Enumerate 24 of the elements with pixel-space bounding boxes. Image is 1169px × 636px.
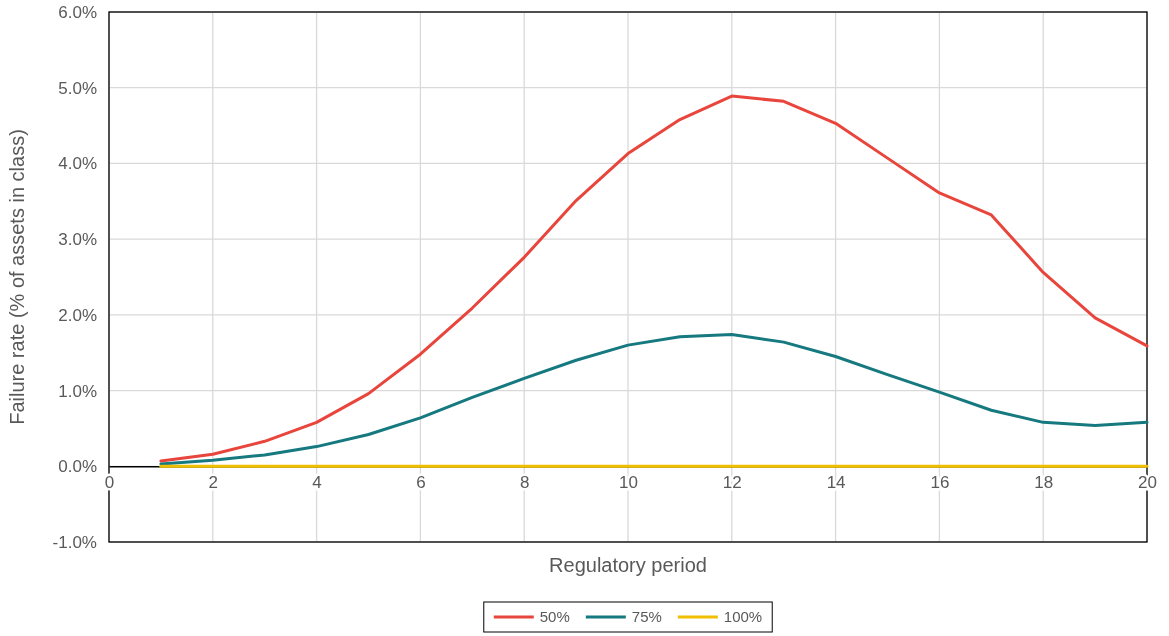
y-tick-label: 5.0% bbox=[58, 78, 97, 98]
line-series bbox=[159, 333, 1149, 466]
x-tick-label: 14 bbox=[826, 473, 846, 493]
legend-label: 100% bbox=[723, 608, 763, 625]
x-tick-label: 8 bbox=[519, 473, 530, 493]
y-tick-label: 1.0% bbox=[58, 381, 97, 401]
x-tick-label: 2 bbox=[208, 473, 219, 493]
x-tick-label: 18 bbox=[1034, 473, 1054, 493]
y-tick-label: 4.0% bbox=[58, 154, 97, 174]
y-tick-label: -1.0% bbox=[52, 532, 97, 552]
x-tick-label: 10 bbox=[619, 473, 638, 493]
y-tick-label: 0.0% bbox=[58, 457, 97, 477]
y-tick-label: 3.0% bbox=[58, 230, 97, 250]
x-tick-label: 12 bbox=[722, 473, 742, 493]
y-tick-label: 6.0% bbox=[58, 2, 97, 22]
x-tick-label: 16 bbox=[930, 473, 950, 493]
y-axis-title: Failure rate (% of assets in class) bbox=[6, 129, 28, 425]
x-tick-label: 4 bbox=[312, 473, 322, 493]
line-series bbox=[159, 94, 1149, 463]
legend-label: 75% bbox=[631, 608, 662, 625]
x-axis-title: Regulatory period bbox=[549, 554, 707, 576]
legend-label: 50% bbox=[539, 608, 570, 625]
y-tick-label: 2.0% bbox=[58, 305, 97, 325]
x-tick-label: 6 bbox=[416, 473, 426, 493]
